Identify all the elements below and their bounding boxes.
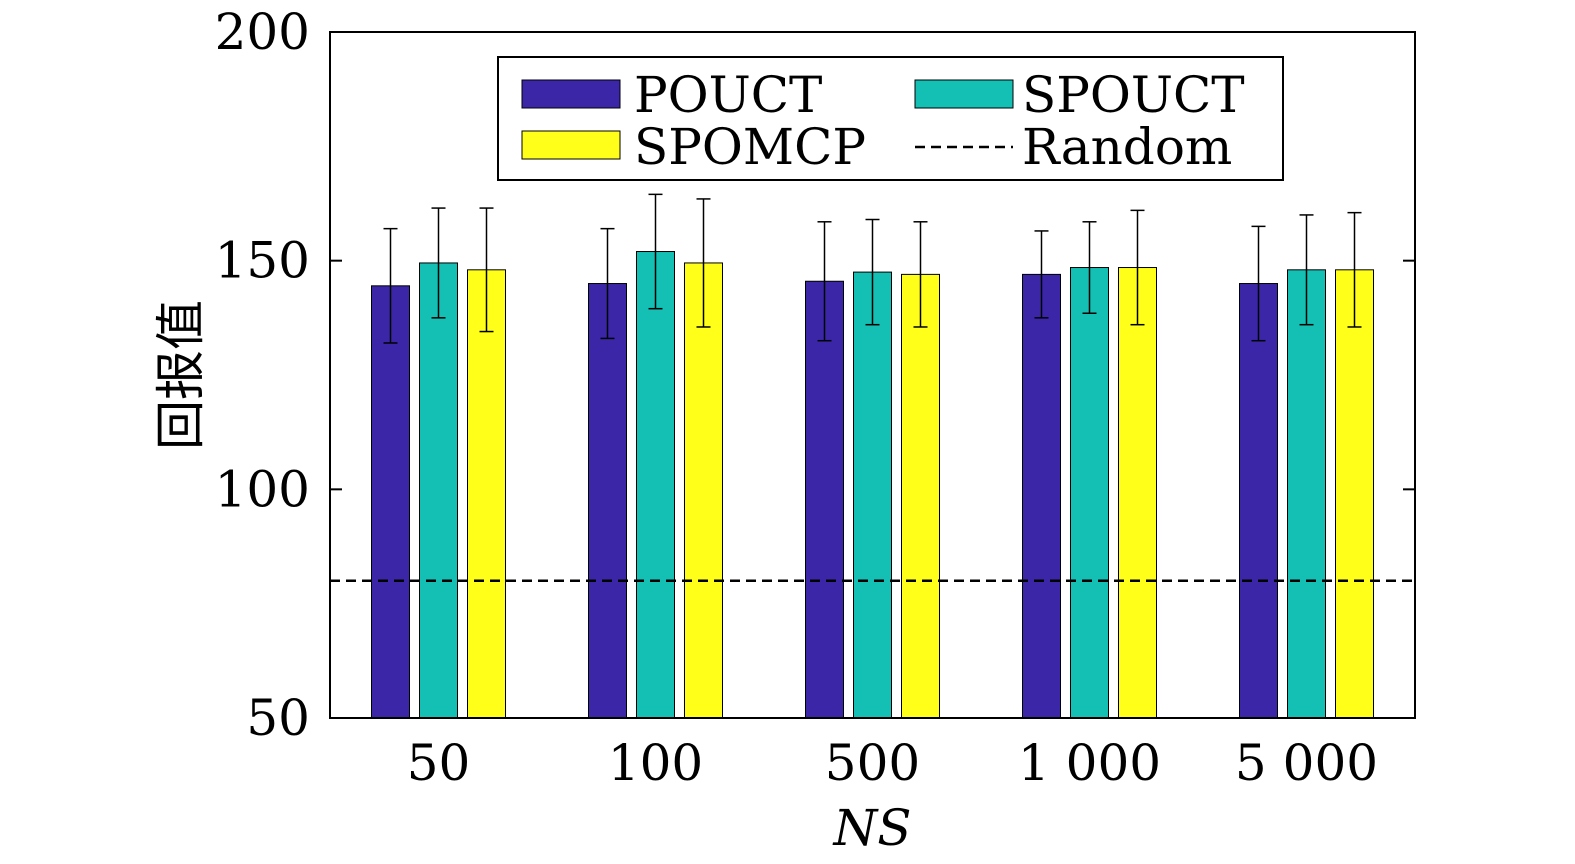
bar-spomcp-2 <box>901 273 940 719</box>
bar-pouct-1 <box>588 283 627 719</box>
bar-spouct-2 <box>853 271 892 719</box>
bar-spouct-3 <box>1070 267 1109 719</box>
tick-labels-layer: 50 100 150 200 50 100 500 1 000 5 000 <box>215 3 1379 792</box>
bar-pouct-0 <box>371 285 410 719</box>
legend-swatch-pouct <box>521 79 621 109</box>
legend-label-spomcp: SPOMCP <box>634 118 866 176</box>
bar-pouct-3 <box>1022 273 1061 719</box>
bar-pouct-2 <box>805 280 844 719</box>
y-tick-label-100: 100 <box>215 460 310 518</box>
bar-spomcp-1 <box>684 262 723 719</box>
x-axis-title: NS <box>832 799 911 857</box>
bar-spouct-4 <box>1287 269 1326 719</box>
bar-spouct-1 <box>636 251 675 719</box>
legend-box <box>497 56 1284 181</box>
bars-layer <box>371 193 1374 719</box>
y-axis-title: 回报值 <box>152 300 210 450</box>
bar-spomcp-3 <box>1118 267 1157 719</box>
plot-frame <box>329 31 1416 719</box>
bar-pouct-4 <box>1239 283 1278 719</box>
x-tick-label-3: 1 000 <box>1018 734 1161 792</box>
bar-spomcp-4 <box>1335 269 1374 719</box>
x-tick-label-1: 100 <box>608 734 703 792</box>
legend-label-pouct: POUCT <box>634 66 822 124</box>
bar-spomcp-0 <box>467 269 506 719</box>
ticks-layer <box>330 31 1415 719</box>
legend-swatch-spouct <box>914 79 1014 109</box>
y-tick-label-150: 150 <box>215 232 310 290</box>
legend-label-spouct: SPOUCT <box>1022 66 1245 124</box>
y-tick-label-50: 50 <box>246 689 310 747</box>
legend: POUCT SPOUCT SPOMCP Random <box>497 56 1284 181</box>
x-tick-label-0: 50 <box>407 734 471 792</box>
legend-swatch-spomcp <box>521 130 621 160</box>
y-tick-label-200: 200 <box>215 3 310 61</box>
x-tick-label-2: 500 <box>825 734 920 792</box>
legend-label-random: Random <box>1022 118 1232 176</box>
x-tick-label-4: 5 000 <box>1235 734 1378 792</box>
bar-spouct-0 <box>419 262 458 719</box>
